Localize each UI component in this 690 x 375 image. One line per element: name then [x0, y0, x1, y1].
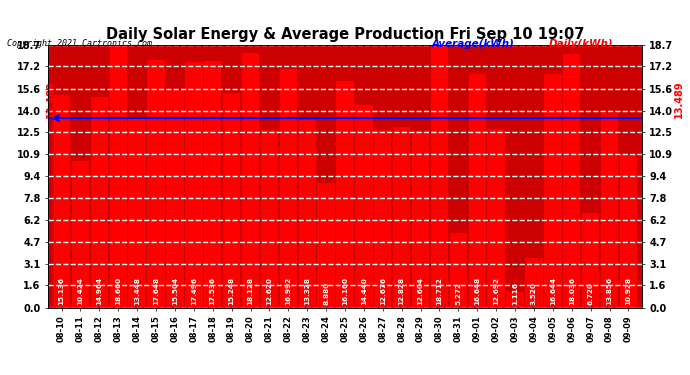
Text: 8.880: 8.880 [323, 282, 329, 305]
Bar [128, 119, 146, 308]
Text: 13.489: 13.489 [46, 81, 56, 118]
Text: 12.620: 12.620 [266, 278, 273, 305]
Bar [431, 45, 448, 308]
Bar [563, 54, 580, 307]
Bar [279, 69, 297, 308]
Bar [544, 74, 562, 308]
Text: 16.160: 16.160 [342, 278, 348, 305]
Bar [582, 213, 600, 308]
Text: 12.604: 12.604 [417, 278, 424, 305]
Text: 16.648: 16.648 [474, 277, 480, 305]
Text: Copyright 2021 Cartronics.com: Copyright 2021 Cartronics.com [7, 39, 152, 48]
Text: 18.660: 18.660 [115, 277, 121, 305]
Text: Daily(kWh): Daily(kWh) [549, 39, 613, 50]
Bar [166, 90, 184, 308]
Bar [506, 292, 524, 308]
Text: 15.136: 15.136 [59, 278, 65, 305]
Bar [72, 161, 89, 308]
Text: 13.489: 13.489 [674, 81, 684, 118]
Text: 17.536: 17.536 [210, 278, 216, 305]
Bar [110, 45, 127, 308]
Text: 18.036: 18.036 [569, 278, 575, 305]
Bar [525, 258, 542, 308]
Bar [469, 74, 486, 308]
Bar [355, 105, 373, 308]
Bar [412, 130, 429, 308]
Text: 13.448: 13.448 [134, 278, 140, 305]
Text: 12.828: 12.828 [399, 278, 405, 305]
Bar [185, 62, 202, 308]
Bar [336, 81, 354, 308]
Bar [261, 130, 278, 308]
Bar [241, 53, 259, 307]
Bar [299, 120, 316, 308]
Text: 10.424: 10.424 [77, 278, 83, 305]
Bar [223, 93, 240, 308]
Text: 14.440: 14.440 [361, 278, 367, 305]
Text: 10.928: 10.928 [625, 278, 631, 305]
Text: 15.504: 15.504 [172, 278, 178, 305]
Bar [53, 95, 70, 308]
Text: 13.856: 13.856 [607, 277, 613, 305]
Text: 12.676: 12.676 [380, 278, 386, 305]
Title: Daily Solar Energy & Average Production Fri Sep 10 19:07: Daily Solar Energy & Average Production … [106, 27, 584, 42]
Text: 15.248: 15.248 [228, 278, 235, 305]
Text: 16.644: 16.644 [550, 278, 556, 305]
Text: 13.328: 13.328 [304, 278, 310, 305]
Bar [148, 60, 165, 308]
Text: 6.720: 6.720 [588, 282, 593, 305]
Bar [204, 62, 221, 308]
Bar [488, 129, 505, 308]
Text: 17.496: 17.496 [191, 278, 197, 305]
Text: 1.116: 1.116 [512, 282, 518, 305]
Bar [317, 183, 335, 308]
Text: Average(kWh): Average(kWh) [431, 39, 514, 50]
Bar [601, 113, 618, 308]
Bar [393, 128, 411, 308]
Bar [620, 154, 637, 308]
Bar [90, 98, 108, 308]
Text: 18.712: 18.712 [437, 278, 442, 305]
Text: 5.272: 5.272 [455, 282, 462, 305]
Text: 18.128: 18.128 [248, 278, 253, 305]
Bar [374, 129, 391, 308]
Text: 12.692: 12.692 [493, 278, 499, 305]
Text: 16.992: 16.992 [285, 277, 291, 305]
Text: 3.520: 3.520 [531, 282, 537, 305]
Bar [450, 234, 467, 308]
Text: 14.964: 14.964 [97, 278, 102, 305]
Text: 17.648: 17.648 [153, 278, 159, 305]
